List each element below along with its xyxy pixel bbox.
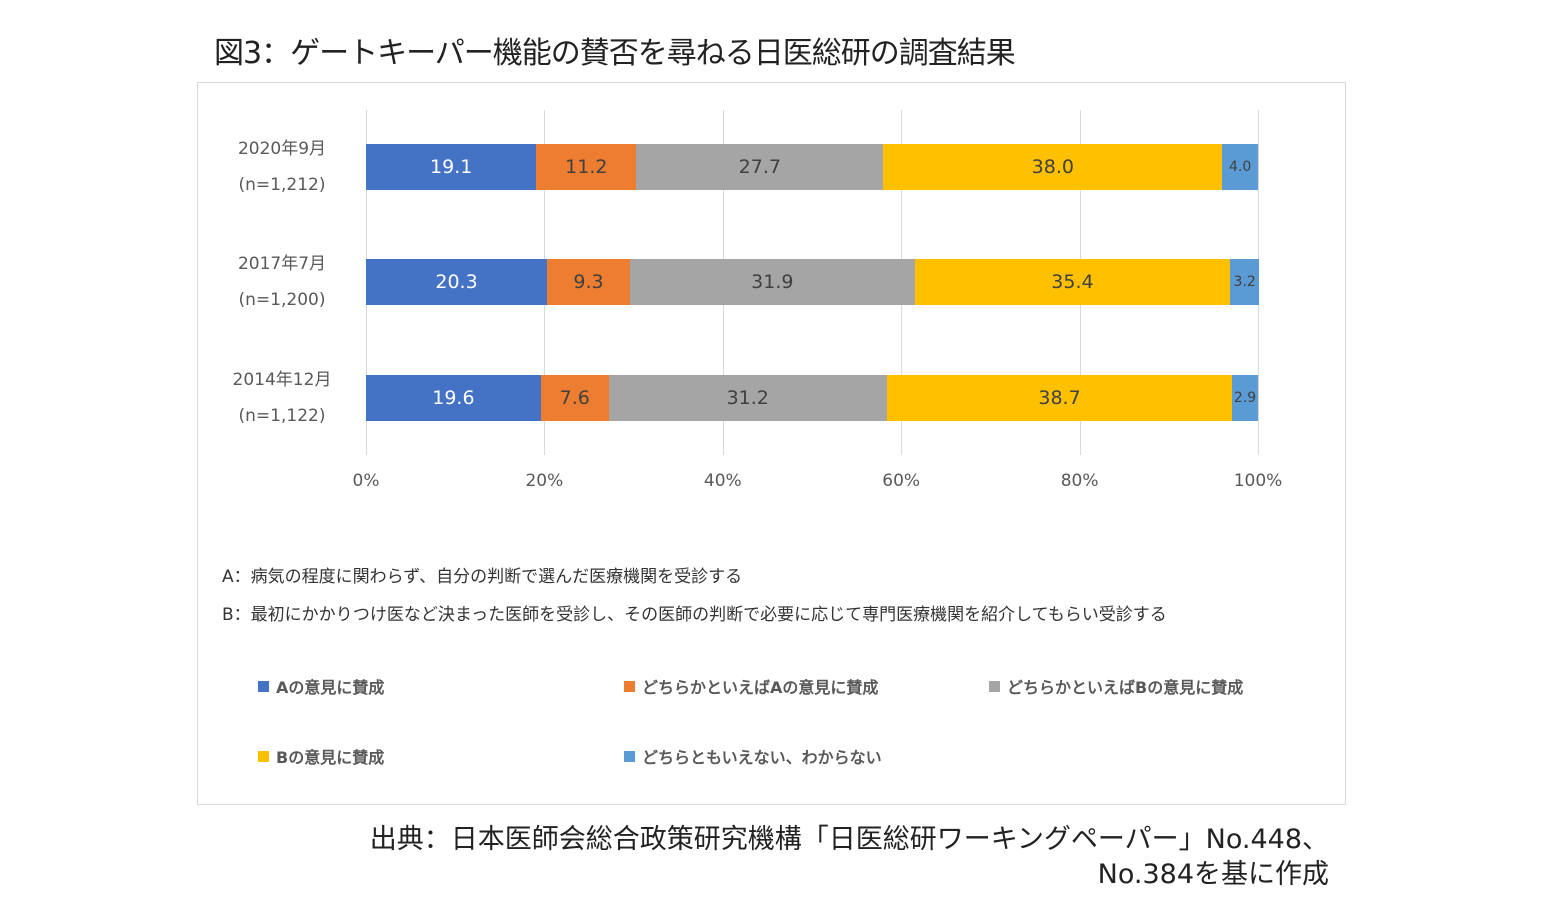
legend-swatch bbox=[258, 680, 269, 692]
x-tick-label: 100% bbox=[1233, 471, 1283, 491]
legend-label: どちらともいえない、わからない bbox=[642, 748, 882, 767]
legend-item: どちらかといえばBの意見に賛成 bbox=[989, 674, 1243, 698]
bar-segment: 11.2 bbox=[536, 144, 637, 190]
data-label: 2.9 bbox=[1233, 390, 1257, 406]
legend-swatch bbox=[624, 750, 635, 762]
data-label: 11.2 bbox=[565, 156, 608, 178]
category-name: 2014年12月 bbox=[232, 370, 332, 390]
note-a: A：病気の程度に関わらず、自分の判断で選んだ医療機関を受診する bbox=[222, 567, 743, 587]
data-label: 9.3 bbox=[573, 271, 604, 293]
legend-item: どちらともいえない、わからない bbox=[624, 744, 882, 768]
category-label: 2017年7月 (n=1,200) bbox=[222, 246, 342, 318]
category-name: 2017年7月 bbox=[237, 254, 327, 274]
bar-segment: 20.3 bbox=[366, 259, 548, 305]
source-note: 出典：日本医師会総合政策研究機構「日医総研ワーキングペーパー」No.448、 N… bbox=[370, 822, 1329, 892]
x-tick-label: 40% bbox=[703, 471, 742, 491]
bar-segment: 38.7 bbox=[886, 375, 1233, 421]
data-label: 4.0 bbox=[1229, 159, 1252, 175]
bar-segment: 19.1 bbox=[366, 144, 537, 190]
legend-item: どちらかといえばAの意見に賛成 bbox=[624, 674, 878, 698]
category-name: 2020年9月 bbox=[237, 139, 327, 159]
legend-label: どちらかといえばAの意見に賛成 bbox=[642, 678, 879, 697]
bar-segment: 19.6 bbox=[366, 375, 541, 421]
legend-item: Bの意見に賛成 bbox=[258, 744, 384, 768]
bar-segment: 31.2 bbox=[608, 375, 887, 421]
bar-segment: 7.6 bbox=[540, 375, 609, 421]
legend-swatch bbox=[258, 750, 269, 762]
data-label: 31.9 bbox=[751, 271, 794, 293]
data-label: 35.4 bbox=[1051, 271, 1094, 293]
data-label: 3.2 bbox=[1233, 274, 1256, 290]
bar-segment: 4.0 bbox=[1222, 144, 1258, 190]
data-label: 27.7 bbox=[738, 156, 781, 178]
data-label: 19.1 bbox=[430, 156, 473, 178]
legend-label: どちらかといえばBの意見に賛成 bbox=[1007, 678, 1244, 697]
x-tick-label: 60% bbox=[882, 471, 921, 491]
bar-segment: 2.9 bbox=[1232, 375, 1258, 421]
legend-swatch bbox=[624, 680, 635, 692]
bar-segment: 27.7 bbox=[636, 144, 884, 190]
data-label: 7.6 bbox=[559, 387, 590, 409]
bar-segment: 9.3 bbox=[547, 259, 631, 305]
x-tick-label: 80% bbox=[1060, 471, 1099, 491]
category-n: (n=1,200) bbox=[238, 290, 326, 310]
bar-segment: 31.9 bbox=[630, 259, 915, 305]
legend-label: Bの意見に賛成 bbox=[276, 748, 385, 767]
x-tick-label: 0% bbox=[352, 471, 380, 491]
category-label: 2014年12月 (n=1,122) bbox=[222, 362, 342, 434]
category-n: (n=1,212) bbox=[238, 175, 326, 195]
data-label: 20.3 bbox=[435, 271, 478, 293]
data-label: 38.0 bbox=[1031, 156, 1074, 178]
chart-frame bbox=[197, 82, 1346, 805]
legend-item: Aの意見に賛成 bbox=[258, 674, 384, 698]
data-label: 38.7 bbox=[1038, 387, 1081, 409]
legend-label: Aの意見に賛成 bbox=[276, 678, 385, 697]
category-n: (n=1,122) bbox=[238, 406, 326, 426]
source-line-1: 出典：日本医師会総合政策研究機構「日医総研ワーキングペーパー」No.448、 bbox=[369, 824, 1329, 855]
data-label: 19.6 bbox=[432, 387, 475, 409]
note-b: B：最初にかかりつけ医など決まった医師を受診し、その医師の判断で必要に応じて専門… bbox=[222, 605, 1167, 625]
legend-swatch bbox=[989, 680, 1000, 692]
data-label: 31.2 bbox=[726, 387, 769, 409]
bar-segment: 35.4 bbox=[914, 259, 1231, 305]
source-line-2: No.384を基に作成 bbox=[1097, 859, 1329, 890]
bar-segment: 38.0 bbox=[883, 144, 1223, 190]
bar-segment: 3.2 bbox=[1230, 259, 1259, 305]
category-label: 2020年9月 (n=1,212) bbox=[222, 131, 342, 203]
chart-title: 図3：ゲートキーパー機能の賛否を尋ねる日医総研の調査結果 bbox=[214, 36, 1016, 71]
x-tick-label: 20% bbox=[525, 471, 564, 491]
